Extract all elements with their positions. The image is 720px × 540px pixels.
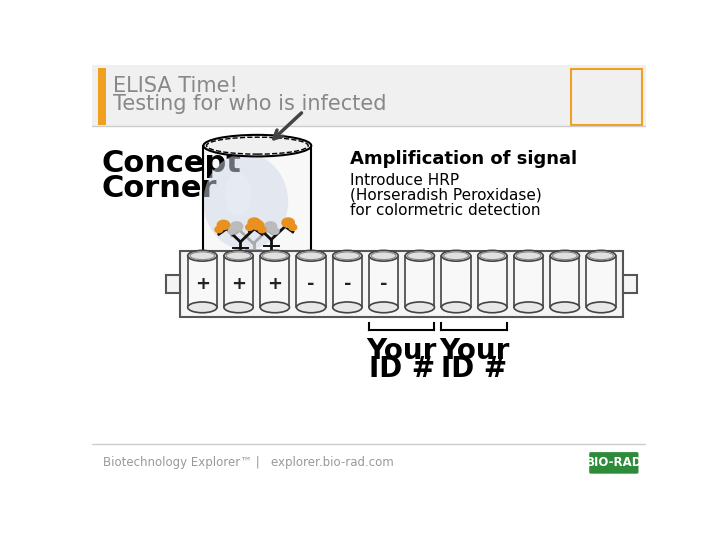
- Ellipse shape: [230, 221, 243, 232]
- Ellipse shape: [205, 264, 310, 282]
- Ellipse shape: [405, 251, 434, 261]
- FancyBboxPatch shape: [98, 68, 106, 125]
- Text: Corner: Corner: [101, 174, 217, 203]
- Ellipse shape: [224, 251, 253, 261]
- Ellipse shape: [222, 266, 239, 276]
- Polygon shape: [297, 256, 325, 307]
- Text: Biotechnology Explorer™ |   explorer.bio-rad.com: Biotechnology Explorer™ | explorer.bio-r…: [104, 456, 394, 469]
- Text: Your: Your: [366, 336, 437, 365]
- Polygon shape: [188, 256, 217, 307]
- Ellipse shape: [333, 302, 362, 313]
- Ellipse shape: [333, 251, 362, 261]
- Ellipse shape: [251, 220, 264, 231]
- Ellipse shape: [260, 302, 289, 313]
- Ellipse shape: [245, 266, 262, 276]
- Text: ID #: ID #: [369, 355, 435, 383]
- Text: ID #: ID #: [441, 355, 508, 383]
- FancyBboxPatch shape: [180, 251, 623, 316]
- Ellipse shape: [514, 302, 544, 313]
- FancyBboxPatch shape: [571, 70, 642, 125]
- Ellipse shape: [405, 302, 434, 313]
- Ellipse shape: [204, 154, 288, 250]
- Ellipse shape: [587, 302, 616, 313]
- Polygon shape: [204, 146, 311, 273]
- FancyBboxPatch shape: [166, 275, 180, 294]
- Text: +: +: [195, 275, 210, 293]
- Text: -: -: [307, 275, 315, 293]
- Polygon shape: [405, 256, 434, 307]
- Ellipse shape: [288, 224, 297, 231]
- Polygon shape: [260, 256, 289, 307]
- Ellipse shape: [271, 227, 279, 235]
- Polygon shape: [514, 256, 544, 307]
- Polygon shape: [333, 256, 362, 307]
- Ellipse shape: [225, 173, 251, 215]
- Text: Concept: Concept: [101, 150, 241, 179]
- Polygon shape: [369, 256, 398, 307]
- Ellipse shape: [441, 302, 471, 313]
- Text: BIO-RAD: BIO-RAD: [585, 456, 642, 469]
- Text: for colormetric detection: for colormetric detection: [350, 204, 540, 218]
- Ellipse shape: [217, 220, 230, 231]
- Text: Testing for who is infected: Testing for who is infected: [113, 94, 387, 114]
- Ellipse shape: [478, 302, 507, 313]
- FancyBboxPatch shape: [623, 275, 637, 294]
- Ellipse shape: [188, 302, 217, 313]
- Text: +: +: [267, 275, 282, 293]
- Text: Your: Your: [439, 336, 510, 365]
- Polygon shape: [441, 256, 471, 307]
- Ellipse shape: [204, 135, 311, 157]
- Polygon shape: [478, 256, 507, 307]
- Ellipse shape: [297, 302, 325, 313]
- Ellipse shape: [228, 227, 237, 235]
- Ellipse shape: [257, 226, 266, 233]
- Ellipse shape: [264, 221, 277, 232]
- Ellipse shape: [248, 217, 261, 228]
- Ellipse shape: [188, 251, 217, 261]
- Text: +: +: [231, 275, 246, 293]
- Ellipse shape: [514, 251, 544, 261]
- Ellipse shape: [282, 217, 295, 228]
- Ellipse shape: [245, 224, 254, 231]
- Polygon shape: [224, 256, 253, 307]
- Ellipse shape: [587, 251, 616, 261]
- Ellipse shape: [369, 251, 398, 261]
- Text: -: -: [343, 275, 351, 293]
- FancyBboxPatch shape: [92, 65, 647, 126]
- Ellipse shape: [550, 251, 580, 261]
- Text: ELISA Time!: ELISA Time!: [113, 76, 238, 96]
- Ellipse shape: [224, 302, 253, 313]
- Ellipse shape: [215, 226, 223, 233]
- Text: -: -: [380, 275, 387, 293]
- FancyBboxPatch shape: [589, 452, 639, 474]
- Text: (Horseradish Peroxidase): (Horseradish Peroxidase): [350, 188, 541, 203]
- Ellipse shape: [441, 251, 471, 261]
- Ellipse shape: [369, 302, 398, 313]
- Polygon shape: [550, 256, 580, 307]
- Ellipse shape: [550, 302, 580, 313]
- Text: Amplification of signal: Amplification of signal: [350, 150, 577, 167]
- Ellipse shape: [478, 251, 507, 261]
- Ellipse shape: [268, 266, 285, 276]
- Polygon shape: [587, 256, 616, 307]
- Ellipse shape: [260, 251, 289, 261]
- Ellipse shape: [297, 251, 325, 261]
- Text: Introduce HRP: Introduce HRP: [350, 173, 459, 187]
